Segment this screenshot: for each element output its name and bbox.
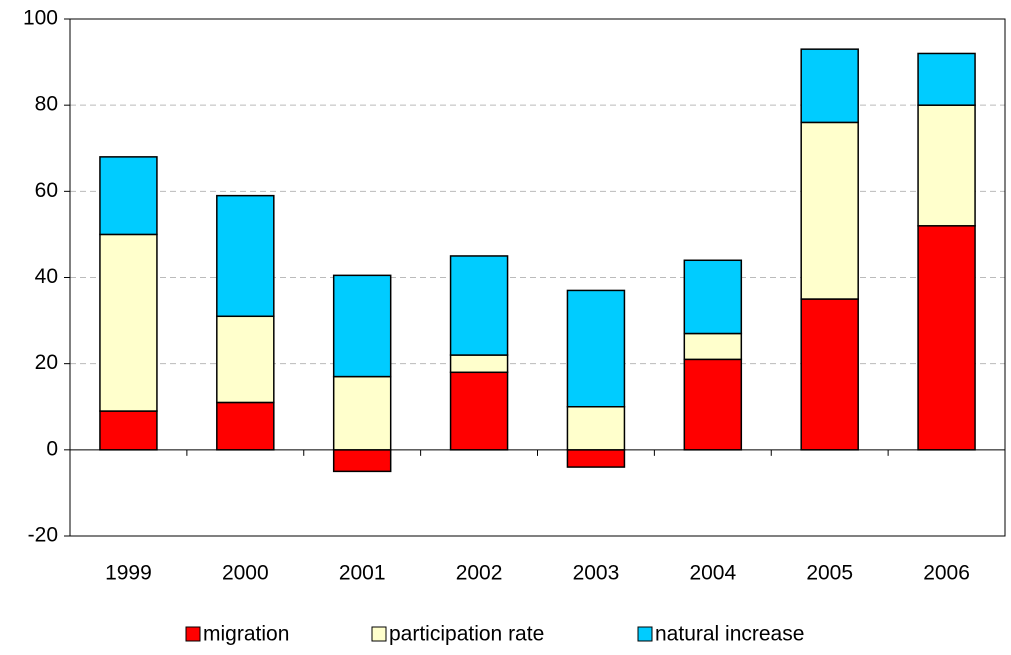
bar-segment xyxy=(332,375,392,451)
legend-swatch xyxy=(185,626,201,642)
bar-segment xyxy=(917,52,976,106)
x-tick-label: 1999 xyxy=(105,562,152,585)
bar-segment xyxy=(216,315,275,404)
x-tick-label: 2000 xyxy=(222,562,269,585)
legend-label: migration xyxy=(203,623,289,646)
x-tick-label: 2002 xyxy=(456,562,503,585)
bar-segment xyxy=(99,156,158,236)
bar-segment xyxy=(800,48,859,124)
y-tick-label: 40 xyxy=(35,265,58,288)
bar-segment xyxy=(800,298,859,451)
y-tick-label: 60 xyxy=(35,179,58,202)
legend-swatch xyxy=(371,626,387,642)
legend-swatch xyxy=(637,626,653,642)
bar-segment xyxy=(683,358,743,451)
bar-segment xyxy=(216,401,275,451)
legend-label: natural increase xyxy=(655,623,804,646)
bar-segment xyxy=(332,274,392,378)
x-tick-label: 2005 xyxy=(806,562,853,585)
y-tick-label: 100 xyxy=(23,7,58,30)
bar-segment xyxy=(683,259,743,335)
bar-segment xyxy=(449,371,509,451)
bar-segment xyxy=(917,104,976,227)
bar-segment xyxy=(99,233,158,412)
bar-segment xyxy=(800,121,859,300)
bar-segment xyxy=(566,289,626,408)
bar-segment xyxy=(683,332,743,361)
bar-segment xyxy=(917,225,976,451)
bar-segment xyxy=(449,354,509,374)
bar-segment xyxy=(449,255,509,356)
plot-frame xyxy=(69,18,1006,537)
y-tick-label: 20 xyxy=(35,351,58,374)
x-tick-label: 2001 xyxy=(339,562,386,585)
bar-segment xyxy=(216,194,275,318)
x-tick-label: 2004 xyxy=(689,562,736,585)
y-tick-label: 80 xyxy=(35,93,58,116)
legend-label: participation rate xyxy=(389,623,544,646)
bar-segment xyxy=(566,406,626,451)
bar-segment xyxy=(99,410,158,451)
y-tick-label: -20 xyxy=(28,524,58,547)
bar-segment xyxy=(332,449,392,473)
x-tick-label: 2003 xyxy=(573,562,620,585)
bar-segment xyxy=(566,449,626,468)
x-tick-label: 2006 xyxy=(923,562,970,585)
y-tick-label: 0 xyxy=(46,437,58,460)
